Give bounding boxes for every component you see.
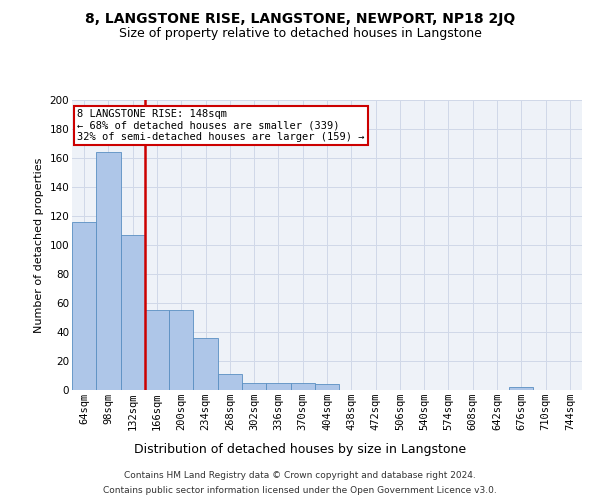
Bar [121, 235, 145, 390]
Text: Distribution of detached houses by size in Langstone: Distribution of detached houses by size … [134, 442, 466, 456]
Text: Size of property relative to detached houses in Langstone: Size of property relative to detached ho… [119, 28, 481, 40]
Bar [315, 384, 339, 390]
Bar [169, 310, 193, 390]
Text: Contains HM Land Registry data © Crown copyright and database right 2024.: Contains HM Land Registry data © Crown c… [124, 471, 476, 480]
Bar [218, 374, 242, 390]
Text: Contains public sector information licensed under the Open Government Licence v3: Contains public sector information licen… [103, 486, 497, 495]
Bar [193, 338, 218, 390]
Y-axis label: Number of detached properties: Number of detached properties [34, 158, 44, 332]
Bar [509, 387, 533, 390]
Text: 8, LANGSTONE RISE, LANGSTONE, NEWPORT, NP18 2JQ: 8, LANGSTONE RISE, LANGSTONE, NEWPORT, N… [85, 12, 515, 26]
Bar [145, 310, 169, 390]
Bar [290, 383, 315, 390]
Bar [72, 222, 96, 390]
Text: 8 LANGSTONE RISE: 148sqm
← 68% of detached houses are smaller (339)
32% of semi-: 8 LANGSTONE RISE: 148sqm ← 68% of detach… [77, 108, 365, 142]
Bar [266, 383, 290, 390]
Bar [96, 152, 121, 390]
Bar [242, 383, 266, 390]
